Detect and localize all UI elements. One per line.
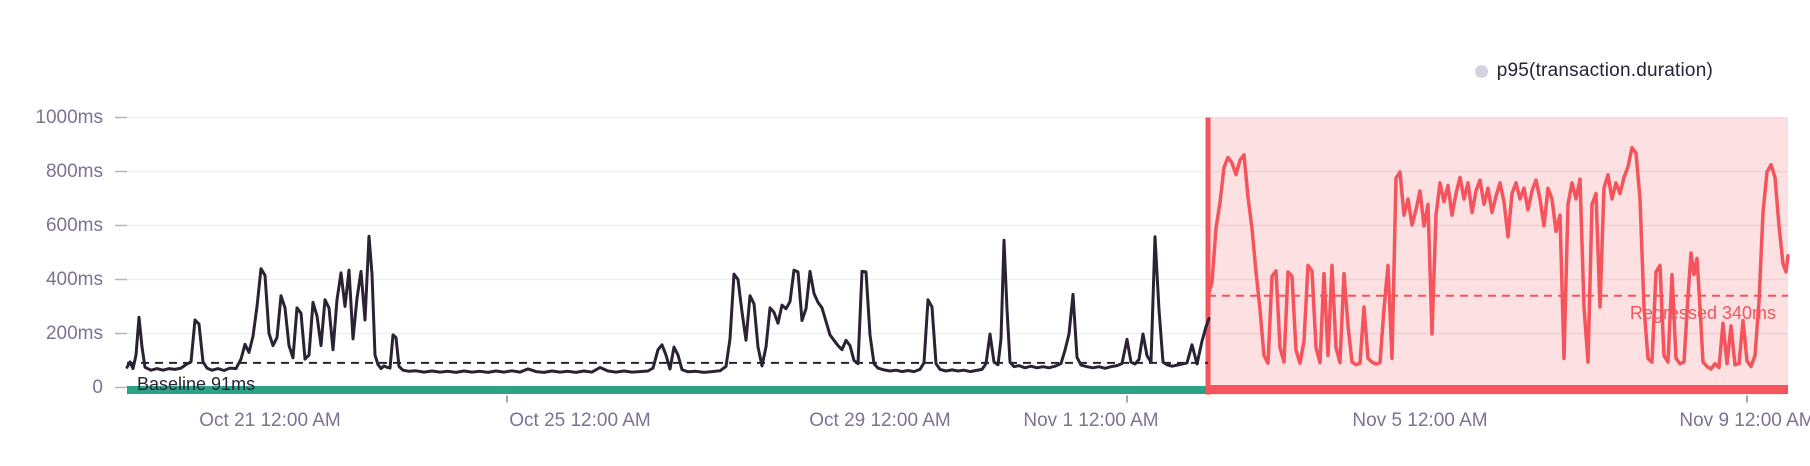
legend-item-p95[interactable]: p95(transaction.duration) (1474, 60, 1713, 82)
x-axis-label: Nov 5 12:00 AM (1352, 410, 1488, 431)
legend-dot-icon (1474, 64, 1488, 78)
y-axis-label: 1000ms (35, 106, 103, 128)
x-axis-label: Nov 1 12:00 AM (1023, 410, 1159, 431)
series-line (125, 234, 1211, 374)
regressed-annotation: Regressed 340ms (1630, 303, 1776, 323)
y-axis-label: 400ms (45, 268, 103, 290)
y-axis-label: 600ms (45, 214, 103, 236)
series-line (1207, 145, 1790, 371)
legend-label: p95(transaction.duration) (1496, 60, 1713, 81)
baseline-annotation: Baseline 91ms (137, 374, 255, 394)
x-axis-label: Nov 9 12:00 AM (1679, 410, 1810, 431)
x-axis-label: Oct 29 12:00 AM (809, 410, 951, 431)
y-axis-label: 800ms (45, 160, 103, 182)
x-axis-label: Oct 21 12:00 AM (199, 410, 341, 431)
y-axis-label: 0 (92, 376, 103, 398)
y-axis-label: 200ms (45, 322, 103, 344)
x-axis-label: Oct 25 12:00 AM (509, 410, 651, 431)
